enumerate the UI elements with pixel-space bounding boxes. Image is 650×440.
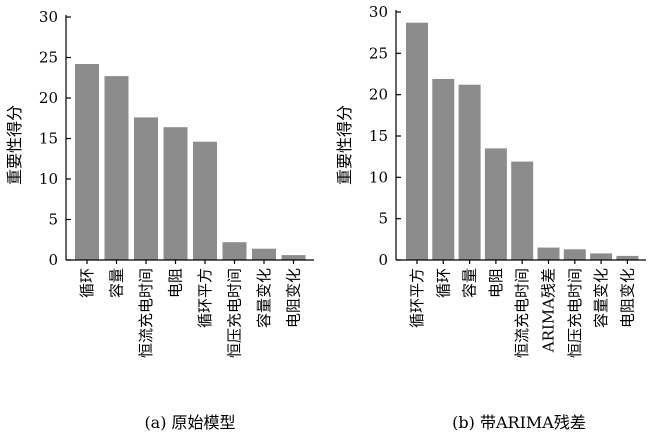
y-tick-label: 10 [39, 170, 58, 188]
y-tick-label: 5 [378, 210, 388, 228]
chart-caption: (b) 带ARIMA残差 [452, 413, 586, 432]
y-tick-label: 30 [39, 8, 58, 26]
x-tick-label: ARIMA残差 [540, 268, 558, 353]
y-tick-label: 0 [378, 251, 388, 269]
bar [616, 255, 639, 260]
y-tick-label: 25 [369, 44, 388, 62]
y-tick-label: 15 [369, 127, 388, 145]
x-tick-label: 循环 [434, 268, 452, 298]
x-tick-label: 容量变化 [592, 268, 610, 328]
bar [281, 255, 306, 260]
x-tick-label: 恒压充电时间 [226, 268, 244, 358]
y-axis-label: 重要性得分 [335, 105, 354, 185]
y-tick-label: 25 [39, 49, 58, 67]
x-tick-label: 循环 [78, 268, 96, 298]
x-tick-label: 恒流充电时间 [137, 268, 155, 358]
y-tick-label: 20 [369, 86, 388, 104]
x-tick-label: 容量 [108, 268, 126, 298]
x-tick-label: 恒流充电时间 [513, 268, 531, 358]
x-tick-label: 循环平方 [196, 268, 214, 328]
x-tick-label: 循环平方 [408, 268, 426, 328]
bar [252, 248, 276, 260]
bar [484, 148, 507, 260]
bar [511, 161, 534, 260]
x-tick-label: 电阻 [167, 268, 185, 298]
x-tick-label: 容量 [461, 268, 479, 298]
y-tick-label: 0 [48, 251, 58, 269]
bar [163, 127, 188, 260]
chart-with-arima-residual: 0 5 10 15 20 25 30 循环平方 循环 容量 电阻 恒流充电时间 ARIMA残差 恒压充电时… [335, 3, 646, 432]
bar [104, 76, 129, 260]
x-tick-label: 电阻 [487, 268, 505, 298]
x-tick-label: 容量变化 [255, 268, 273, 328]
bar [222, 242, 247, 260]
bar [563, 249, 586, 260]
bar [458, 84, 481, 260]
bar [432, 79, 455, 260]
bar [134, 117, 158, 261]
bar [590, 253, 613, 260]
y-tick-label: 20 [39, 89, 58, 107]
y-tick-label: 10 [369, 168, 388, 186]
y-tick-label: 30 [369, 3, 388, 21]
chart-caption: (a) 原始模型 [144, 413, 235, 432]
bar [406, 22, 428, 261]
y-axis-label: 重要性得分 [5, 105, 24, 185]
bar [75, 64, 99, 260]
bar [537, 247, 560, 260]
chart-original-model: 0 5 10 15 20 25 30 循环 容量 恒流充电时间 电阻 循环平方 恒压充电时间 容量变化 电阻… [5, 8, 314, 432]
x-tick-label: 电阻变化 [618, 268, 636, 328]
bar [193, 141, 217, 260]
x-tick-label: 电阻变化 [285, 268, 303, 328]
y-tick-label: 15 [39, 130, 58, 148]
x-tick-label: 恒压充电时间 [566, 268, 584, 358]
y-tick-label: 5 [48, 211, 58, 229]
